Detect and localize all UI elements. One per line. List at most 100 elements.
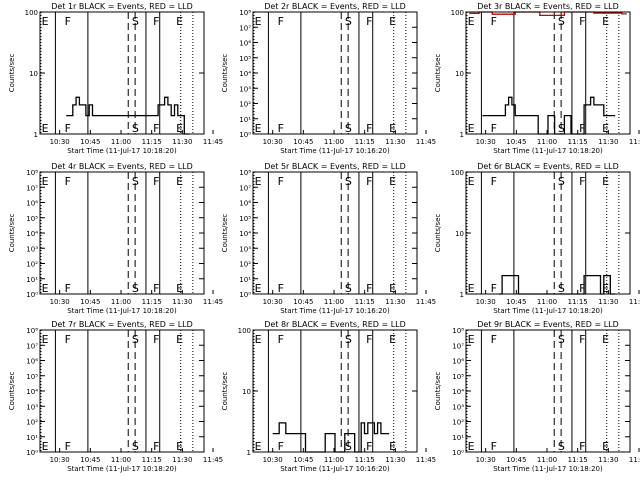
- phase-marker: E: [602, 15, 609, 28]
- chart-panel-1: Det 1r BLACK = Events, RED = LLD 1 10 100 10…: [8, 2, 223, 155]
- phase-marker: E: [176, 15, 183, 28]
- y-tick-label: 1: [34, 131, 38, 139]
- y-tick-label: 10⁸: [239, 9, 251, 17]
- y-tick-label: 10⁶: [26, 358, 38, 366]
- phase-marker: F: [366, 440, 372, 453]
- phase-marker: F: [153, 175, 159, 188]
- phase-marker: E: [389, 440, 396, 453]
- y-tick-label: 10⁸: [239, 169, 251, 177]
- phase-marker: F: [153, 15, 159, 28]
- x-tick-label: 11:30: [385, 138, 405, 146]
- y-tick-label: 10⁴: [26, 230, 38, 238]
- phase-marker: S: [132, 175, 139, 188]
- series-line-events: [66, 96, 190, 135]
- y-tick-label: 10⁵: [26, 215, 38, 223]
- y-tick-label: 10⁴: [26, 388, 38, 396]
- y-tick-label: 10⁵: [239, 215, 251, 223]
- chart-title: Det 4r BLACK = Events, RED = LLD: [51, 162, 193, 171]
- x-tick-label: 10:30: [476, 298, 496, 306]
- phase-marker: F: [153, 333, 159, 346]
- chart-panel-5: Det 5r BLACK = Events, RED = LLD 10⁰ 10¹ 10…: [221, 162, 436, 315]
- phase-marker: E: [42, 122, 49, 135]
- phase-marker: E: [602, 440, 609, 453]
- y-tick-label: 1: [247, 449, 251, 457]
- phase-marker: E: [42, 282, 49, 295]
- y-tick-label: 10¹: [452, 434, 464, 442]
- series-line-events: [482, 96, 616, 135]
- phase-marker: S: [558, 333, 565, 346]
- y-tick-label: 10⁰: [26, 291, 38, 299]
- y-axis-label: Counts/sec: [8, 54, 16, 93]
- y-tick-label: 10¹: [26, 276, 38, 284]
- x-tick-label: 11:15: [568, 138, 588, 146]
- phase-marker: S: [345, 333, 352, 346]
- y-tick-label: 10⁵: [239, 55, 251, 63]
- phase-marker: E: [255, 122, 262, 135]
- phase-marker: E: [176, 282, 183, 295]
- y-tick-label: 10²: [26, 419, 38, 427]
- phase-marker: E: [255, 175, 262, 188]
- series-line-events: [272, 422, 390, 453]
- x-tick-label: 11:15: [355, 138, 375, 146]
- chart-panel-8: Det 8r BLACK = Events, RED = LLD 1 10 100 10…: [221, 320, 436, 473]
- phase-marker: F: [579, 175, 585, 188]
- x-axis-label: Start Time (11-Jul-17 10:18:20): [67, 147, 177, 155]
- phase-marker: F: [278, 15, 284, 28]
- phase-marker: F: [278, 122, 284, 135]
- x-tick-label: 11:15: [568, 456, 588, 464]
- x-tick-label: 10:30: [476, 138, 496, 146]
- chart-title: Det 2r BLACK = Events, RED = LLD: [264, 2, 406, 11]
- x-axis-label: Start Time (11-Jul-17 10:18:20): [493, 307, 603, 315]
- y-tick-label: 100: [451, 169, 464, 177]
- chart-panel-9: Det 9r BLACK = Events, RED = LLD 10⁰ 10¹ 10…: [434, 320, 640, 473]
- y-tick-label: 10⁴: [239, 230, 251, 238]
- y-tick-label: 10⁷: [26, 342, 38, 350]
- phase-marker: E: [389, 122, 396, 135]
- y-axis-label: Counts/sec: [8, 214, 16, 253]
- y-tick-label: 10⁷: [239, 24, 251, 32]
- phase-marker: F: [366, 122, 372, 135]
- y-tick-label: 10³: [452, 403, 464, 411]
- x-tick-label: 10:45: [80, 138, 100, 146]
- chart-title: Det 5r BLACK = Events, RED = LLD: [264, 162, 406, 171]
- phase-marker: E: [389, 15, 396, 28]
- y-tick-label: 1: [460, 291, 464, 299]
- x-tick-label: 11:45: [629, 456, 640, 464]
- x-tick-label: 11:00: [537, 138, 557, 146]
- x-axis-label: Start Time (11-Jul-17 10:18:20): [67, 307, 177, 315]
- x-tick-label: 11:00: [111, 138, 131, 146]
- y-tick-label: 10⁷: [452, 342, 464, 350]
- x-tick-label: 11:45: [629, 138, 640, 146]
- phase-marker: F: [65, 333, 71, 346]
- y-tick-label: 10¹: [239, 276, 251, 284]
- phase-marker: E: [42, 175, 49, 188]
- plot-frame: [252, 11, 418, 135]
- y-tick-label: 10: [29, 70, 38, 78]
- y-axis-label: Counts/sec: [221, 54, 229, 93]
- chart-title: Det 8r BLACK = Events, RED = LLD: [264, 320, 406, 329]
- x-tick-label: 11:30: [598, 138, 618, 146]
- x-tick-label: 11:30: [172, 298, 192, 306]
- phase-marker: E: [602, 122, 609, 135]
- phase-marker: E: [176, 440, 183, 453]
- phase-marker: E: [468, 333, 475, 346]
- phase-marker: F: [366, 282, 372, 295]
- y-tick-label: 10²: [239, 101, 251, 109]
- phase-marker: E: [602, 333, 609, 346]
- phase-marker: F: [65, 122, 71, 135]
- phase-marker: F: [491, 333, 497, 346]
- y-tick-label: 10⁵: [452, 373, 464, 381]
- phase-marker: E: [389, 333, 396, 346]
- chart-panel-4: Det 4r BLACK = Events, RED = LLD 10⁰ 10¹ 10…: [8, 162, 223, 315]
- x-tick-label: 11:00: [324, 456, 344, 464]
- y-tick-label: 10³: [239, 245, 251, 253]
- y-tick-label: 10: [455, 230, 464, 238]
- y-tick-label: 100: [238, 327, 251, 335]
- phase-marker: E: [255, 333, 262, 346]
- y-tick-label: 100: [451, 9, 464, 17]
- phase-marker: F: [579, 15, 585, 28]
- y-tick-label: 100: [25, 9, 38, 17]
- phase-marker: F: [278, 333, 284, 346]
- phase-marker: E: [255, 15, 262, 28]
- phase-marker: S: [345, 440, 352, 453]
